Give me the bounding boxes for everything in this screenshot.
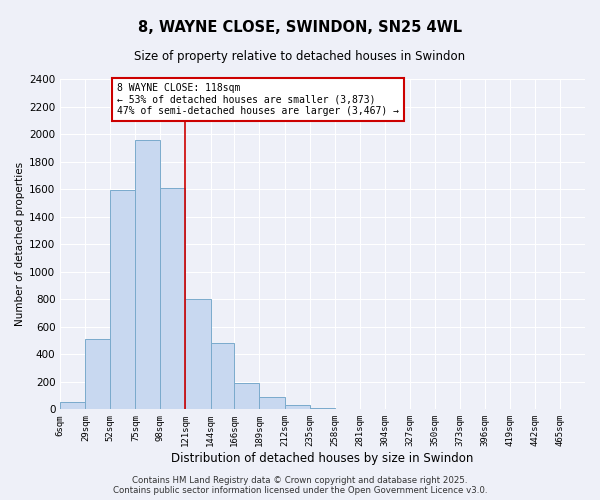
Bar — [310, 408, 335, 410]
Bar — [211, 344, 235, 409]
Bar — [185, 299, 211, 410]
Bar — [284, 404, 310, 409]
Bar — [160, 188, 185, 410]
Text: Size of property relative to detached houses in Swindon: Size of property relative to detached ho… — [134, 50, 466, 63]
Bar — [235, 383, 259, 409]
Bar — [335, 408, 359, 410]
Bar — [85, 339, 110, 409]
Text: Contains HM Land Registry data © Crown copyright and database right 2025.
Contai: Contains HM Land Registry data © Crown c… — [113, 476, 487, 495]
Bar — [259, 397, 284, 409]
Text: 8 WAYNE CLOSE: 118sqm
← 53% of detached houses are smaller (3,873)
47% of semi-d: 8 WAYNE CLOSE: 118sqm ← 53% of detached … — [117, 83, 399, 116]
Text: 8, WAYNE CLOSE, SWINDON, SN25 4WL: 8, WAYNE CLOSE, SWINDON, SN25 4WL — [138, 20, 462, 35]
Bar — [110, 190, 136, 410]
Bar — [136, 140, 160, 409]
X-axis label: Distribution of detached houses by size in Swindon: Distribution of detached houses by size … — [172, 452, 474, 465]
Bar — [60, 402, 85, 409]
Y-axis label: Number of detached properties: Number of detached properties — [15, 162, 25, 326]
